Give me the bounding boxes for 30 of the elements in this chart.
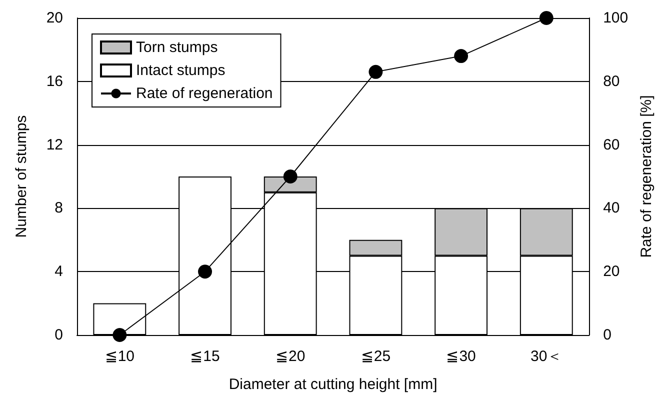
point [539, 11, 554, 25]
y2-tick-label: 100 [603, 10, 628, 26]
y2-axis-title: Rate of regeneration [%] [638, 95, 655, 258]
y-tick-label: 4 [54, 263, 63, 280]
y2-tick-label: 20 [603, 263, 620, 280]
y2-tick-label: 40 [603, 200, 620, 217]
y-tick-label: 16 [46, 72, 63, 90]
y-tick-label: 8 [54, 200, 63, 217]
y-tick-label: 20 [46, 10, 63, 26]
legend-label: Torn stumps [136, 39, 218, 56]
point [198, 264, 212, 279]
x-tick-label: 30＜ [530, 348, 562, 365]
x-tick-label: ≦15 [190, 348, 220, 365]
x-axis-title: Diameter at cutting height [mm] [228, 376, 438, 393]
y2-tick-label: 0 [603, 326, 612, 344]
point [368, 64, 383, 79]
y-tick-label: 12 [46, 136, 63, 154]
legend-label: Rate of regeneration [136, 85, 273, 102]
point [283, 170, 298, 184]
y-tick-label: 0 [54, 326, 63, 344]
point [454, 49, 468, 64]
y-axis-title: Number of stumps [13, 115, 30, 238]
point [112, 328, 127, 342]
y2-tick-label: 80 [603, 72, 620, 90]
x-tick-label: ≦10 [104, 348, 135, 365]
x-tick-label: ≦20 [276, 348, 306, 365]
legend-label: Intact stumps [136, 62, 226, 79]
x-tick-label: ≦30 [446, 348, 476, 365]
x-tick-label: ≦25 [360, 348, 391, 365]
y2-tick-label: 60 [603, 136, 620, 154]
